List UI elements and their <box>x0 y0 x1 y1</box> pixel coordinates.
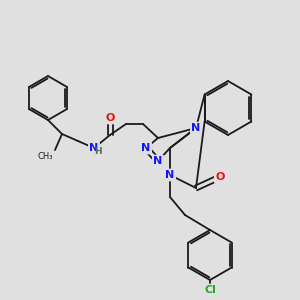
Text: H: H <box>94 146 102 155</box>
Text: N: N <box>141 143 151 153</box>
Text: O: O <box>105 113 115 123</box>
Text: Cl: Cl <box>204 285 216 295</box>
Text: N: N <box>165 170 175 180</box>
Text: O: O <box>215 172 225 182</box>
Text: N: N <box>153 156 163 166</box>
Text: N: N <box>191 123 201 133</box>
Text: CH₃: CH₃ <box>38 152 53 161</box>
Text: N: N <box>89 143 99 153</box>
